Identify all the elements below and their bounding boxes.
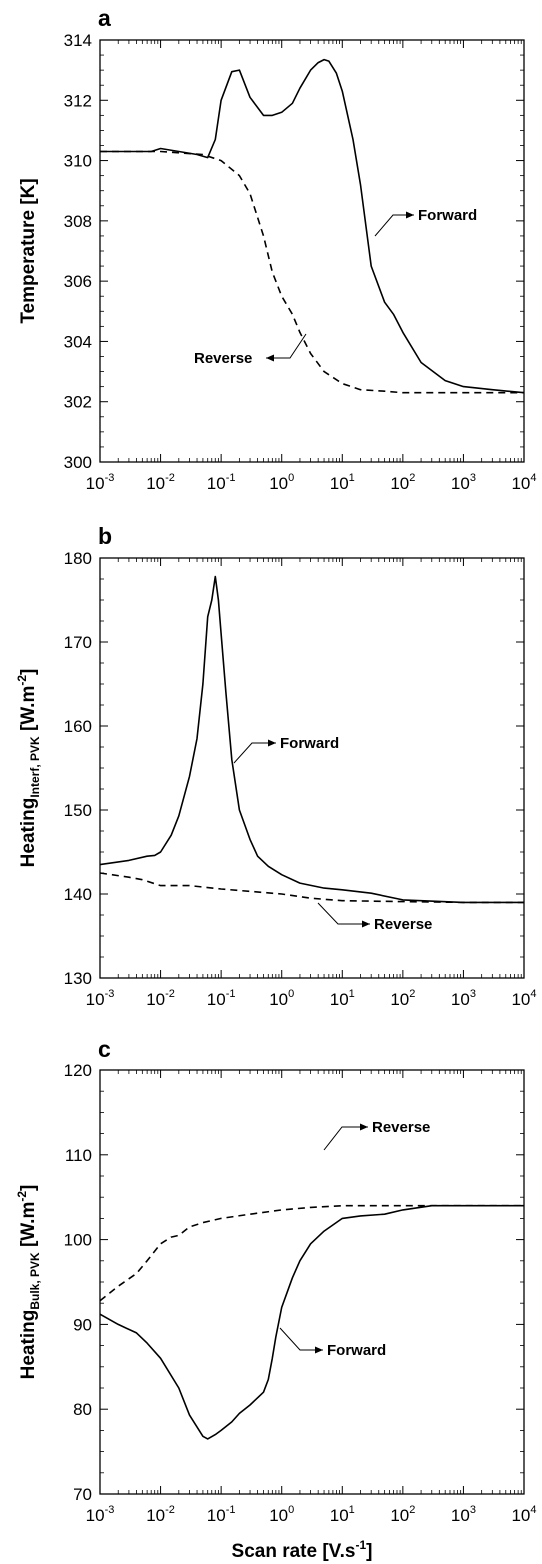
x-tick-label: 10-3: [86, 472, 115, 493]
arrow-head: [315, 1346, 323, 1354]
x-tick-label: 101: [330, 472, 355, 493]
panel-label: b: [98, 523, 112, 549]
arrow-head: [268, 739, 276, 747]
annotation-label: Forward: [418, 207, 477, 224]
arrow-head: [362, 920, 370, 928]
x-tick-label: 10-2: [146, 988, 175, 1009]
series-line-reverse: [100, 150, 524, 394]
annotation-arrow: [266, 333, 307, 359]
y-tick-label: 140: [64, 885, 92, 904]
y-tick-label: 314: [64, 31, 92, 50]
y-tick-label: 150: [64, 801, 92, 820]
x-tick-label: 10-3: [86, 1504, 115, 1525]
x-tick-label: 100: [269, 988, 294, 1009]
annotation-label: Reverse: [194, 350, 252, 367]
panel-label: a: [98, 5, 111, 31]
x-tick-label: 10-1: [207, 1504, 236, 1525]
x-tick-label: 10-1: [207, 472, 236, 493]
chart-panel-b: b 10-3 10-2 10-1 100 101 102 103 104 130 140 150 160…: [15, 523, 537, 1009]
y-tick-label: 120: [64, 1061, 92, 1080]
y-tick-label: 302: [64, 393, 92, 412]
y-axis-label: HeatingInterf, PVK [W.m-2]: [15, 669, 42, 868]
x-tick-label: 100: [269, 1504, 294, 1525]
annotation-label: Reverse: [374, 916, 432, 933]
panel-label: c: [98, 1036, 111, 1062]
y-tick-label: 90: [73, 1315, 92, 1334]
y-tick-label: 100: [64, 1231, 92, 1250]
series-line-forward: [99, 1204, 524, 1440]
y-tick-label: 300: [64, 453, 92, 472]
y-tick-label: 312: [64, 91, 92, 110]
plot-frame: [99, 39, 525, 463]
annotation-arrow: [233, 742, 276, 764]
y-tick-label: 70: [73, 1485, 92, 1504]
annotation-label: Reverse: [372, 1119, 430, 1136]
annotation-label: Forward: [327, 1342, 386, 1359]
x-tick-label: 10-1: [207, 988, 236, 1009]
y-tick-label: 304: [64, 332, 92, 351]
series-line-reverse: [99, 1204, 524, 1302]
chart-panel-c: c 10-3 10-2 10-1 100 101 102 103 104 70 80 90 100 110…: [15, 1036, 537, 1562]
plot-frame: [99, 557, 525, 979]
x-axis-label: Scan rate [V.s-1]: [232, 1538, 373, 1562]
x-tick-label: 10-2: [146, 472, 175, 493]
y-tick-label: 306: [64, 272, 92, 291]
x-tick-label: 101: [330, 988, 355, 1009]
y-tick-label: 130: [64, 969, 92, 988]
x-tick-label: 10-3: [86, 988, 115, 1009]
x-tick-label: 103: [451, 1504, 476, 1525]
x-tick-label: 102: [390, 988, 415, 1009]
y-tick-label: 310: [64, 152, 92, 171]
annotation-arrow: [317, 902, 370, 925]
x-tick-label: 10-2: [146, 1504, 175, 1525]
annotation-arrow: [279, 1327, 323, 1351]
x-tick-label: 104: [511, 1504, 536, 1525]
annotation-label: Forward: [280, 735, 339, 752]
y-tick-label: 180: [64, 549, 92, 568]
series-line-forward: [100, 58, 525, 394]
x-tick-label: 103: [451, 988, 476, 1009]
y-tick-label: 110: [65, 1146, 92, 1165]
chart-panel-a: a 10-3 10-2 10-1 100 101 102 103 104 300 302 304 306…: [18, 5, 537, 493]
x-tick-label: 100: [269, 472, 294, 493]
y-tick-label: 170: [64, 633, 92, 652]
y-tick-label: 308: [64, 212, 92, 231]
annotation-arrow: [323, 1126, 368, 1151]
series-line-reverse: [99, 872, 524, 904]
x-tick-label: 104: [511, 472, 536, 493]
arrow-head: [406, 211, 414, 219]
y-axis-label: HeatingBulk, PVK [W.m-2]: [15, 1185, 42, 1380]
y-tick-label: 80: [73, 1400, 92, 1419]
y-tick-label: 160: [64, 717, 92, 736]
x-tick-label: 103: [451, 472, 476, 493]
x-tick-label: 104: [511, 988, 536, 1009]
x-tick-label: 102: [390, 1504, 415, 1525]
arrow-head: [360, 1123, 368, 1131]
arrow-head: [266, 354, 274, 362]
annotation-arrow: [374, 214, 414, 237]
x-tick-label: 101: [330, 1504, 355, 1525]
x-tick-label: 102: [390, 472, 415, 493]
y-axis-label: Temperature [K]: [18, 178, 39, 323]
plot-frame: [99, 1069, 525, 1495]
series-line-forward: [99, 575, 524, 904]
